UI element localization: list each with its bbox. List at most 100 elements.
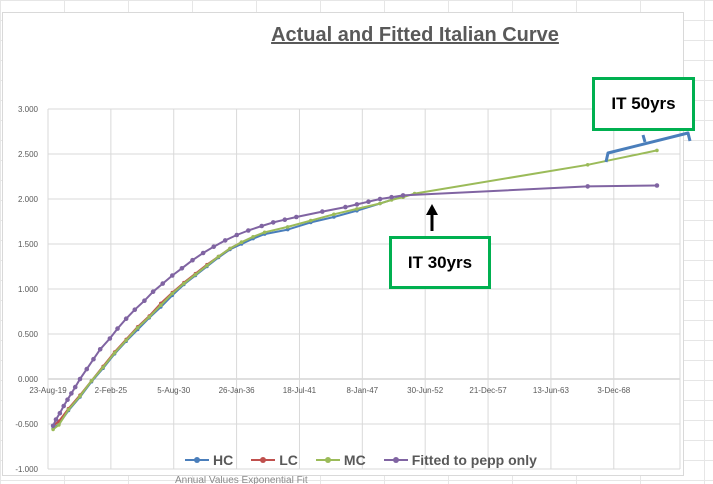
- data-point-mc: [170, 291, 175, 296]
- data-point-fitted-to-pepp-only: [294, 214, 299, 220]
- data-point-mc: [112, 351, 117, 355]
- data-point-mc: [101, 365, 105, 370]
- data-point-fitted-to-pepp-only: [77, 376, 83, 382]
- x-tick-label: 3-Dec-68: [597, 386, 630, 395]
- data-point-fitted-to-pepp-only: [91, 356, 96, 362]
- data-point-fitted-to-pepp-only: [270, 220, 276, 225]
- data-point-fitted-to-pepp-only: [585, 184, 590, 189]
- data-point-fitted-to-pepp-only: [211, 244, 216, 249]
- data-point-mc: [355, 207, 359, 211]
- bracket-tick: [641, 134, 647, 143]
- data-point-mc: [585, 163, 590, 167]
- below-chart-text: Annual Values Exponential Fit: [175, 476, 308, 484]
- chart-title: Actual and Fitted Italian Curve: [271, 24, 559, 46]
- data-point-fitted-to-pepp-only: [84, 366, 90, 372]
- x-tick-label: 23-Aug-19: [29, 386, 67, 395]
- data-point-fitted-to-pepp-only: [53, 417, 59, 422]
- x-tick-label: 2-Feb-25: [95, 386, 128, 395]
- data-point-fitted-to-pepp-only: [190, 257, 195, 263]
- data-point-fitted-to-pepp-only: [654, 183, 660, 188]
- series-line-mc: [52, 149, 658, 431]
- legend-swatch-fitted: [383, 455, 408, 465]
- x-tick-label: 18-Jul-41: [283, 386, 317, 395]
- data-point-fitted-to-pepp-only: [123, 316, 129, 322]
- x-tick-label: 13-Jun-63: [533, 386, 570, 395]
- data-point-fitted-to-pepp-only: [222, 238, 228, 243]
- y-tick-label: 0.500: [18, 330, 39, 339]
- data-point-fitted-to-pepp-only: [57, 410, 63, 416]
- legend-swatch-mc: [315, 455, 340, 465]
- legend-label-hc: HC: [213, 452, 234, 468]
- legend-item-mc: MC: [315, 452, 366, 468]
- data-point-fitted-to-pepp-only: [246, 228, 251, 233]
- data-point-fitted-to-pepp-only: [354, 202, 360, 207]
- x-axis-ticks: 23-Aug-19 2-Feb-25 5-Aug-30 26-Jan-36 18-Jul…: [29, 386, 630, 395]
- data-point-fitted-to-pepp-only: [50, 423, 56, 429]
- data-point-mc: [332, 212, 336, 217]
- y-tick-label: 1.500: [18, 240, 39, 249]
- y-tick-label: 0.000: [18, 375, 39, 384]
- data-point-mc: [89, 379, 94, 383]
- data-point-fitted-to-pepp-only: [107, 336, 113, 341]
- data-point-mc: [655, 148, 659, 153]
- legend-swatch-lc: [251, 455, 276, 465]
- data-point-fitted-to-pepp-only: [389, 194, 394, 200]
- x-tick-label: 8-Jan-47: [347, 386, 379, 395]
- data-point-mc: [228, 246, 232, 251]
- data-point-fitted-to-pepp-only: [69, 391, 74, 396]
- data-point-fitted-to-pepp-only: [320, 209, 325, 214]
- data-point-mc: [216, 254, 221, 259]
- it30-label: IT 30yrs: [407, 252, 473, 272]
- data-point-mc: [158, 303, 163, 308]
- data-point-fitted-to-pepp-only: [377, 196, 383, 202]
- x-tick-label: 21-Dec-57: [469, 386, 507, 395]
- legend-label-lc: LC: [279, 452, 298, 468]
- gridlines: [47, 108, 681, 470]
- data-point-mc: [66, 407, 71, 412]
- x-tick-label: 5-Aug-30: [157, 386, 190, 395]
- legend-label-fitted: Fitted to pepp only: [411, 452, 537, 468]
- data-point-fitted-to-pepp-only: [115, 326, 120, 331]
- data-point-mc: [147, 315, 152, 319]
- data-point-fitted-to-pepp-only: [400, 193, 406, 198]
- y-tick-label: -1.000: [15, 465, 38, 474]
- data-point-mc: [78, 394, 82, 398]
- it50-callout: IT 50yrs: [592, 77, 695, 131]
- legend-swatch-hc: [185, 455, 209, 465]
- data-point-fitted-to-pepp-only: [259, 223, 265, 229]
- data-point-hc: [285, 227, 290, 232]
- y-tick-label: 2.000: [18, 195, 39, 204]
- x-tick-label: 26-Jan-36: [219, 386, 256, 395]
- data-point-fitted-to-pepp-only: [200, 250, 206, 256]
- data-point-fitted-to-pepp-only: [366, 199, 371, 204]
- data-point-mc: [182, 281, 186, 286]
- series-layer: [50, 148, 660, 432]
- data-point-mc: [262, 230, 267, 235]
- data-point-mc: [124, 338, 128, 343]
- data-point-mc: [57, 423, 61, 427]
- data-point-mc: [135, 325, 140, 330]
- data-point-fitted-to-pepp-only: [343, 204, 348, 210]
- data-point-mc: [239, 240, 244, 244]
- legend-item-hc: HC: [185, 452, 233, 468]
- data-point-mc: [51, 427, 55, 432]
- data-point-fitted-to-pepp-only: [150, 289, 156, 295]
- data-point-fitted-to-pepp-only: [282, 217, 288, 222]
- data-point-hc: [332, 215, 336, 219]
- x-tick-label: 30-Jun-52: [407, 386, 444, 395]
- data-point-mc: [285, 225, 290, 229]
- data-point-fitted-to-pepp-only: [179, 266, 185, 271]
- legend-label-mc: MC: [343, 452, 366, 468]
- data-point-fitted-to-pepp-only: [132, 307, 138, 313]
- it30-callout: IT 30yrs: [389, 236, 491, 289]
- y-tick-label: 3.000: [18, 105, 39, 114]
- chart-legend: HC LC MC Fitted to pepp only: [185, 452, 537, 468]
- data-point-mc: [205, 263, 209, 268]
- data-point-fitted-to-pepp-only: [170, 273, 175, 278]
- data-point-mc: [193, 272, 198, 277]
- it50-label: IT 50yrs: [611, 94, 676, 113]
- data-point-fitted-to-pepp-only: [234, 232, 240, 238]
- y-tick-label: -0.500: [15, 420, 38, 429]
- legend-item-fitted: Fitted to pepp only: [383, 452, 537, 468]
